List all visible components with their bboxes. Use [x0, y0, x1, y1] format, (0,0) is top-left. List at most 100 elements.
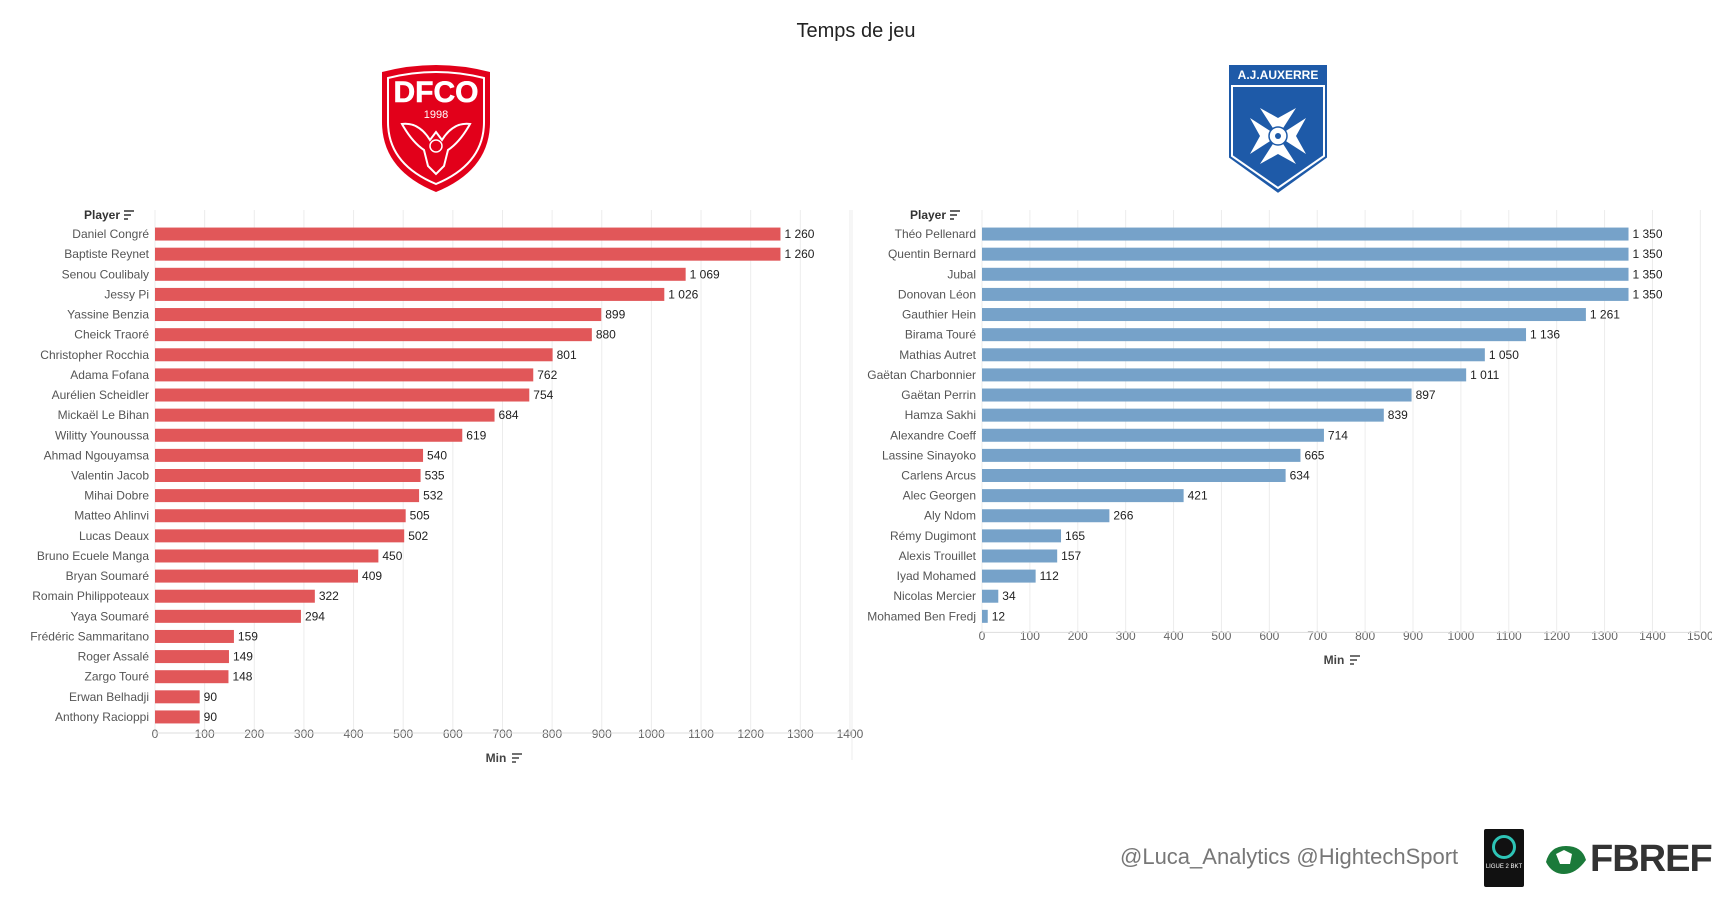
bar [155, 529, 405, 543]
data-label: 532 [423, 489, 443, 503]
data-label: 1 069 [690, 267, 720, 281]
data-label: 322 [319, 589, 339, 603]
x-tick-label: 1200 [1543, 629, 1570, 643]
bar [982, 348, 1485, 362]
data-label: 1 261 [1590, 308, 1620, 322]
data-label: 450 [382, 549, 402, 563]
x-tick-label: 200 [244, 727, 264, 741]
category-label: Mohamed Ben Fredj [867, 609, 976, 623]
sort-icon [124, 210, 134, 220]
x-axis-title: Min [486, 751, 507, 765]
data-label: 665 [1304, 448, 1324, 462]
data-label: 149 [233, 650, 253, 664]
category-label: Senou Coulibaly [62, 267, 149, 281]
data-label: 1 260 [784, 247, 814, 261]
category-label: Cheick Traoré [74, 328, 149, 342]
data-label: 897 [1416, 388, 1436, 402]
category-label: Yaya Soumaré [71, 609, 150, 623]
bar [155, 710, 200, 724]
data-label: 1 350 [1633, 227, 1663, 241]
x-axis-title: Min [1324, 653, 1345, 667]
data-label: 502 [408, 529, 428, 543]
data-label: 12 [992, 609, 1006, 623]
chart-title: Temps de jeu [796, 20, 916, 42]
x-tick-label: 600 [443, 727, 463, 741]
category-label: Gauthier Hein [902, 308, 976, 322]
x-tick-label: 1400 [1639, 629, 1666, 643]
bar [982, 267, 1629, 281]
dfco-logo-year: 1998 [424, 109, 448, 121]
x-tick-label: 1000 [1448, 629, 1475, 643]
category-label: Yassine Benzia [67, 308, 149, 322]
data-label: 839 [1388, 408, 1408, 422]
category-label: Daniel Congré [72, 227, 149, 241]
category-label: Lucas Deaux [79, 529, 149, 543]
bar [155, 287, 665, 301]
bar [155, 690, 200, 704]
bar [982, 569, 1036, 583]
x-tick-label: 1200 [737, 727, 764, 741]
x-tick-label: 1300 [787, 727, 814, 741]
dfco-logo-letters: DFCO [394, 76, 479, 109]
category-label: Quentin Bernard [888, 247, 976, 261]
category-label: Alexandre Coeff [890, 428, 977, 442]
bar [982, 368, 1467, 382]
category-label: Christopher Rocchia [40, 348, 149, 362]
data-label: 148 [232, 670, 252, 684]
data-label: 421 [1188, 489, 1208, 503]
bar [982, 489, 1184, 503]
auxerre-logo: A.J.AUXERRE [1227, 63, 1329, 196]
category-label: Alexis Trouillet [899, 549, 977, 563]
data-label: 1 050 [1489, 348, 1519, 362]
x-tick-label: 1100 [1496, 629, 1522, 643]
category-label: Bryan Soumaré [66, 569, 150, 583]
bar [982, 549, 1058, 563]
data-label: 634 [1290, 469, 1310, 483]
bar [982, 408, 1384, 422]
data-label: 165 [1065, 529, 1085, 543]
x-tick-label: 300 [294, 727, 314, 741]
bar [155, 670, 229, 684]
data-label: 684 [499, 408, 519, 422]
fbref-logo-text: FBREF [1590, 838, 1712, 880]
category-label: Jessy Pi [104, 287, 149, 301]
x-tick-label: 700 [492, 727, 512, 741]
data-label: 266 [1113, 509, 1133, 523]
category-label: Frédéric Sammaritano [30, 629, 149, 643]
category-label: Birama Touré [905, 328, 976, 342]
x-tick-label: 500 [1211, 629, 1231, 643]
category-label: Nicolas Mercier [893, 589, 976, 603]
category-label: Mickaël Le Bihan [58, 408, 149, 422]
category-label: Donovan Léon [898, 287, 976, 301]
category-label: Mihai Dobre [84, 489, 149, 503]
bar [155, 549, 379, 563]
x-tick-label: 1100 [688, 727, 714, 741]
bar [155, 489, 420, 503]
auxerre-logo-name: A.J.AUXERRE [1238, 68, 1319, 82]
data-label: 90 [204, 710, 218, 724]
category-label: Carlens Arcus [901, 469, 976, 483]
bar [155, 428, 463, 442]
author-credit: @Luca_Analytics @HightechSport [1120, 844, 1459, 869]
x-tick-label: 300 [1116, 629, 1136, 643]
x-tick-label: 600 [1259, 629, 1279, 643]
ligue2-logo: LIGUE 2 BKT [1484, 829, 1524, 887]
data-label: 714 [1328, 428, 1348, 442]
bar [982, 227, 1629, 241]
bar [982, 308, 1586, 322]
data-label: 505 [410, 509, 430, 523]
x-tick-label: 1500 [1687, 629, 1712, 643]
sort-icon [1350, 655, 1360, 665]
bar [982, 469, 1286, 482]
data-label: 409 [362, 569, 382, 583]
x-tick-label: 800 [542, 727, 562, 741]
y-axis-header: Player [910, 208, 946, 222]
data-label: 899 [605, 308, 625, 322]
x-tick-label: 100 [1020, 629, 1040, 643]
bar [155, 509, 406, 523]
category-label: Adama Fofana [70, 368, 149, 382]
data-label: 1 136 [1530, 328, 1560, 342]
data-label: 1 026 [668, 287, 698, 301]
x-tick-label: 700 [1307, 629, 1327, 643]
category-label: Hamza Sakhi [905, 408, 976, 422]
